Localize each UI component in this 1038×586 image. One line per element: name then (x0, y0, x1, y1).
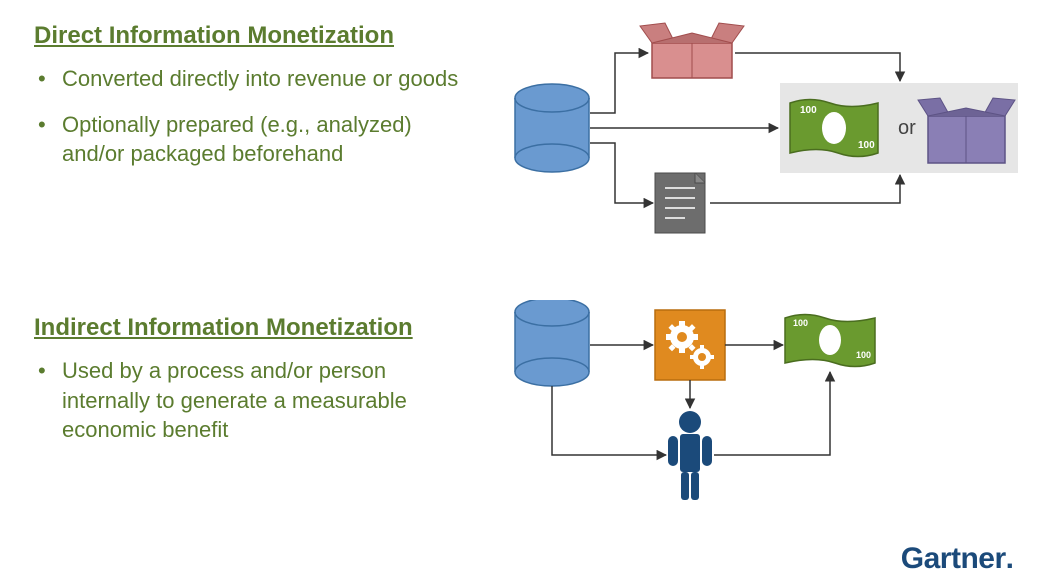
indirect-bullet-0: Used by a process and/or person internal… (34, 356, 464, 445)
money-icon: 100 100 (790, 100, 878, 157)
indirect-title: Indirect Information Monetization (34, 314, 464, 342)
purple-box-icon (918, 98, 1015, 163)
logo-text: Gartner (901, 542, 1006, 575)
gartner-logo: Gartner. (901, 542, 1014, 576)
arrow (590, 143, 653, 203)
svg-text:100: 100 (856, 350, 871, 360)
direct-diagram: 100 100 or (500, 8, 1020, 248)
or-label: or (898, 117, 916, 139)
arrow (714, 372, 830, 455)
arrow (590, 53, 648, 113)
indirect-section: Indirect Information Monetization Used b… (34, 314, 464, 461)
open-box-icon (640, 23, 744, 78)
person-icon (668, 411, 712, 500)
database-icon (515, 84, 589, 172)
money-icon: 100 100 (785, 315, 875, 367)
indirect-bullets: Used by a process and/or person internal… (34, 356, 464, 445)
document-icon (655, 173, 705, 233)
direct-bullet-1: Optionally prepared (e.g., analyzed) and… (34, 110, 464, 169)
direct-section: Direct Information Monetization Converte… (34, 22, 464, 185)
gear-box-icon (655, 310, 725, 380)
svg-text:100: 100 (793, 318, 808, 328)
direct-bullet-0: Converted directly into revenue or goods (34, 64, 464, 94)
direct-bullets: Converted directly into revenue or goods… (34, 64, 464, 169)
svg-text:100: 100 (800, 105, 817, 116)
svg-text:100: 100 (858, 140, 875, 151)
indirect-diagram: 100 100 (500, 300, 1020, 520)
arrow (710, 175, 900, 203)
arrow (552, 386, 666, 455)
database-icon (515, 300, 589, 386)
arrow (735, 53, 900, 81)
direct-title: Direct Information Monetization (34, 22, 464, 50)
